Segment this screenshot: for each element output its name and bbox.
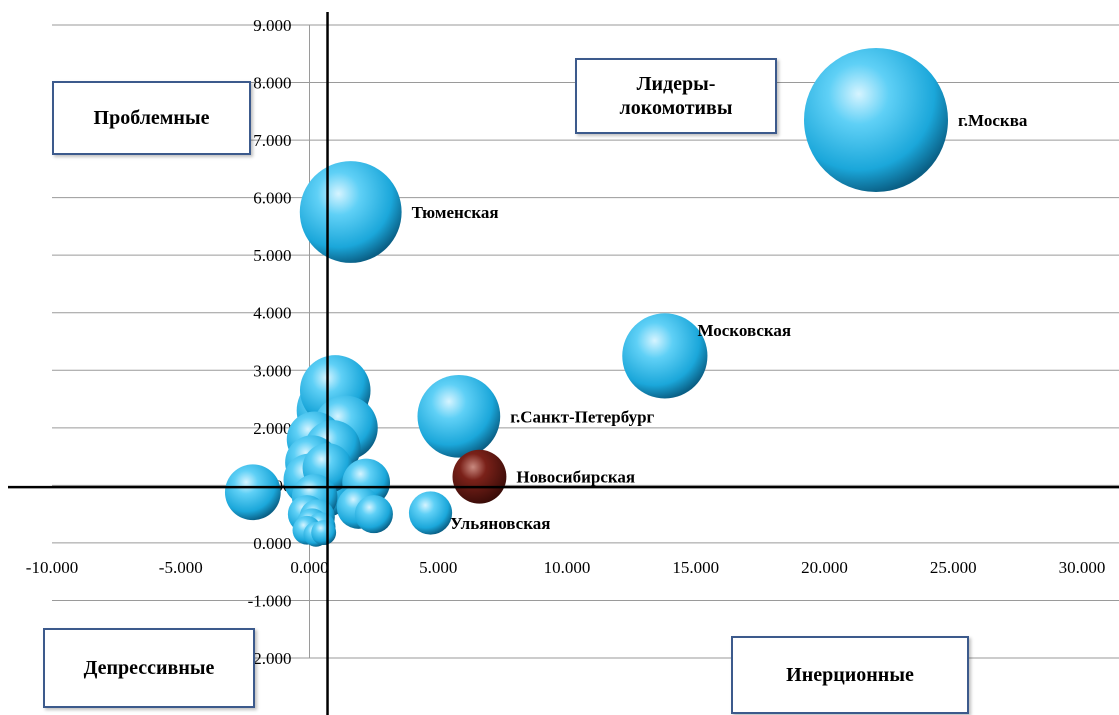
quadrant-label-top-right-text: Лидеры- локомотивы	[619, 73, 733, 119]
bubble-label: Ульяновская	[450, 514, 550, 533]
quadrant-label-bottom-left-text: Депрессивные	[83, 657, 215, 679]
y-tick-label: 6.000	[253, 189, 291, 208]
bubble-label: Новосибирская	[516, 468, 635, 487]
quadrant-label-bottom-right: Инерционные	[731, 636, 969, 714]
bubble	[622, 313, 708, 399]
y-tick-label: 2.000	[253, 419, 291, 438]
x-tick-label: 25.000	[930, 558, 977, 577]
quadrant-label-top-right: Лидеры- локомотивы	[575, 58, 777, 134]
y-tick-label: 3.000	[253, 361, 291, 380]
reference-lines	[8, 12, 1119, 715]
x-tick-label: 30.000	[1059, 558, 1106, 577]
bubble	[299, 161, 402, 263]
x-tick-label: -10.000	[26, 558, 78, 577]
y-tick-label: -2.000	[248, 649, 292, 668]
x-tick-label: 15.000	[672, 558, 719, 577]
bubbles	[224, 47, 948, 547]
x-tick-label: 5.000	[419, 558, 457, 577]
bubble-label: г.Москва	[958, 111, 1028, 130]
quadrant-label-bottom-right-text: Инерционные	[786, 664, 914, 686]
bubble	[354, 495, 393, 534]
x-tick-label: -5.000	[159, 558, 203, 577]
quadrant-label-bottom-left: Депрессивные	[43, 628, 255, 708]
bubble	[311, 520, 337, 546]
bubble-labels: г.Москва Тюменская Московская г.Санкт-Петер…	[412, 111, 1028, 533]
y-tick-label: 5.000	[253, 246, 291, 265]
y-tick-label: 0.000	[253, 534, 291, 553]
bubble	[452, 449, 507, 504]
x-tick-label: 0.000	[290, 558, 328, 577]
y-tick-label: 8.000	[253, 74, 291, 93]
x-tick-label: 10.000	[544, 558, 591, 577]
quadrant-label-top-left-text: Проблемные	[93, 107, 210, 129]
bubble-label: Тюменская	[412, 203, 499, 222]
y-tick-label: 4.000	[253, 304, 291, 323]
bubble-label: Московская	[697, 321, 791, 340]
axes: 9.000 8.000 7.000 6.000 5.000 4.000 3.000 2.000…	[26, 16, 1106, 668]
y-tick-label: 7.000	[253, 131, 291, 150]
quadrant-label-top-left: Проблемные	[52, 81, 251, 155]
y-tick-label: 9.000	[253, 16, 291, 35]
bubble	[417, 374, 501, 458]
bubble-label: г.Санкт-Петербург	[510, 407, 654, 426]
x-tick-label: 20.000	[801, 558, 848, 577]
bubble	[224, 464, 281, 521]
y-tick-label: -1.000	[248, 591, 292, 610]
bubble	[804, 47, 948, 192]
bubble	[408, 491, 453, 535]
